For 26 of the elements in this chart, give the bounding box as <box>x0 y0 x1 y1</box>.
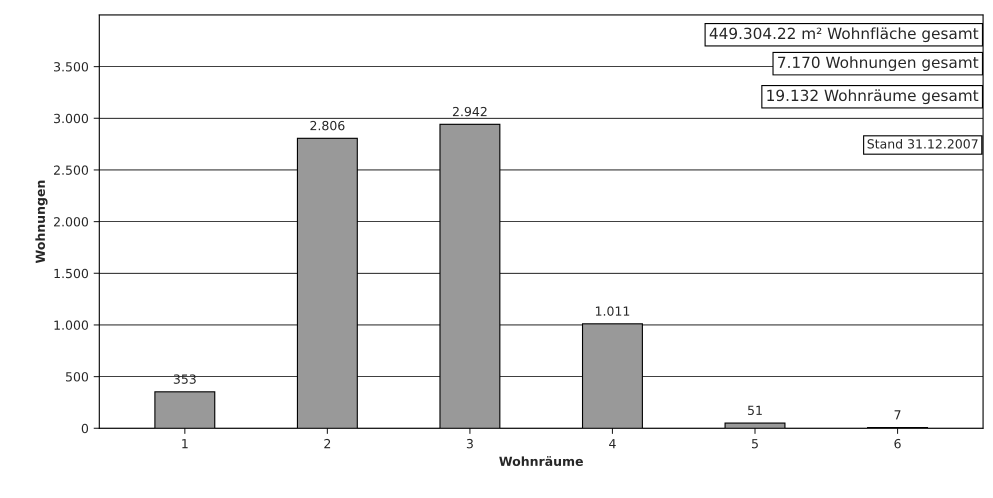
x-tick-label: 3 <box>466 438 473 448</box>
y-tick-label: 1.000 <box>54 320 88 330</box>
y-tick-label: 3.000 <box>54 114 88 124</box>
y-tick-label: 2.500 <box>54 165 88 175</box>
y-axis-title: Wohnungen <box>35 180 48 264</box>
x-tick-label: 5 <box>752 439 758 448</box>
y-tick-label: 1.500 <box>54 268 88 278</box>
annotation: 7.170 Wohnungen gesamt <box>778 56 978 72</box>
x-tick-label: 6 <box>894 438 901 448</box>
annotation: 449.304.22 m² Wohnfläche gesamt <box>710 27 978 42</box>
text: 1.011 <box>596 306 630 316</box>
text: 51 <box>748 406 762 416</box>
annotation: 19.132 Wohnräume gesamt <box>767 89 978 104</box>
annotation: Stand 31.12.2007 <box>868 138 978 149</box>
text: 2.806 <box>310 120 344 130</box>
x-tick-label: 2 <box>324 438 330 448</box>
text: 2.942 <box>452 106 487 116</box>
y-tick-label: 3.500 <box>54 62 88 72</box>
x-tick-label: 4 <box>609 439 616 448</box>
y-tick-label: 0 <box>82 424 88 434</box>
y-tick-label: 500 <box>66 372 88 382</box>
text: 353 <box>174 374 196 384</box>
x-axis-title: Wohnräume <box>499 456 583 466</box>
x-tick-label: 1 <box>182 439 188 448</box>
text: 7 <box>894 410 900 420</box>
y-tick-label: 2.000 <box>54 217 88 227</box>
